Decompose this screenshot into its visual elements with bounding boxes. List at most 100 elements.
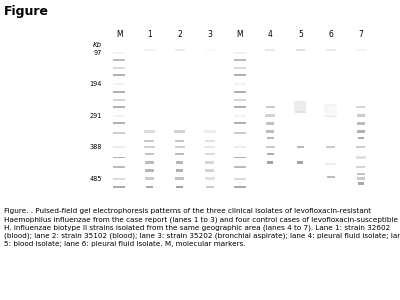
Bar [357, 114, 365, 117]
Bar [294, 101, 306, 111]
Bar [174, 130, 185, 133]
Bar [234, 99, 246, 100]
Bar [358, 182, 364, 184]
Bar [113, 122, 125, 124]
Bar [324, 105, 337, 116]
Bar [295, 101, 306, 104]
Text: 194: 194 [90, 81, 102, 87]
Bar [113, 106, 125, 108]
Bar [204, 130, 216, 133]
Text: 485: 485 [90, 176, 102, 182]
Text: 7: 7 [358, 30, 363, 39]
Bar [176, 186, 183, 188]
Bar [295, 111, 306, 113]
Bar [265, 114, 275, 117]
Bar [206, 186, 214, 188]
Bar [174, 146, 184, 148]
Bar [113, 157, 125, 158]
Bar [234, 178, 246, 180]
Text: 5: 5 [298, 30, 303, 39]
Bar [234, 91, 246, 93]
Bar [324, 104, 337, 106]
Bar [113, 67, 125, 69]
Bar [234, 157, 246, 158]
Text: M: M [116, 30, 122, 39]
Bar [234, 106, 246, 108]
Bar [266, 146, 275, 148]
Bar [204, 49, 216, 51]
Bar [266, 137, 274, 139]
Bar [357, 122, 365, 124]
Bar [234, 132, 246, 134]
Bar [267, 161, 273, 164]
Bar [144, 140, 154, 142]
Bar [327, 176, 334, 178]
Bar [326, 49, 336, 51]
Bar [356, 146, 366, 148]
Bar [113, 115, 125, 116]
Bar [357, 178, 365, 180]
Bar [356, 166, 366, 168]
Text: M: M [237, 30, 243, 39]
Bar [145, 169, 154, 172]
Text: Kb: Kb [93, 42, 102, 48]
Text: 6: 6 [328, 30, 333, 39]
Bar [234, 146, 246, 148]
Bar [175, 140, 184, 142]
Bar [267, 153, 274, 155]
Bar [144, 130, 155, 133]
Text: 1: 1 [147, 30, 152, 39]
Bar [113, 59, 125, 61]
Bar [205, 140, 215, 142]
Bar [234, 83, 246, 85]
Bar [113, 74, 125, 76]
Bar [234, 74, 246, 76]
Bar [205, 178, 215, 180]
Bar [234, 59, 246, 61]
Bar [146, 186, 153, 188]
Text: Figure. . Pulsed-field gel electrophoresis patterns of the three clinical isolat: Figure. . Pulsed-field gel electrophores… [4, 208, 400, 247]
Bar [205, 161, 214, 164]
Text: 2: 2 [177, 30, 182, 39]
Bar [205, 153, 215, 155]
Text: 388: 388 [90, 144, 102, 150]
Bar [113, 52, 125, 53]
Bar [113, 186, 125, 188]
Bar [113, 91, 125, 93]
Bar [356, 106, 366, 108]
Bar [357, 172, 365, 175]
Bar [145, 161, 154, 164]
Bar [176, 161, 184, 164]
Bar [325, 163, 336, 165]
Bar [296, 49, 305, 51]
Bar [266, 106, 275, 108]
Bar [113, 132, 125, 134]
Bar [144, 146, 155, 148]
Bar [175, 153, 184, 155]
Bar [358, 137, 364, 139]
Bar [325, 114, 336, 117]
Bar [356, 156, 366, 159]
Bar [174, 49, 184, 51]
Bar [145, 153, 154, 155]
Bar [298, 161, 304, 164]
Text: 97: 97 [94, 50, 102, 56]
Bar [176, 169, 184, 172]
Bar [265, 49, 275, 51]
Bar [234, 166, 246, 168]
Bar [113, 178, 125, 180]
Text: 291: 291 [90, 112, 102, 118]
Bar [234, 52, 246, 53]
Bar [326, 146, 335, 148]
Bar [144, 49, 155, 51]
Bar [204, 146, 215, 148]
Bar [234, 186, 246, 188]
Bar [113, 83, 125, 85]
Bar [113, 146, 125, 148]
Bar [234, 67, 246, 69]
Bar [113, 99, 125, 100]
Bar [356, 49, 366, 51]
Bar [266, 122, 274, 124]
Bar [297, 146, 304, 148]
Bar [234, 115, 246, 116]
